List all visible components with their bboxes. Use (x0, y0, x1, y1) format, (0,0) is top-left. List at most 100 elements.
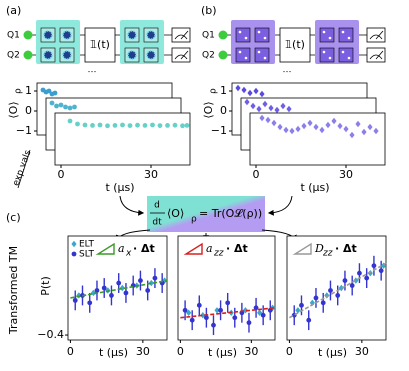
data-point (253, 87, 259, 95)
gate (338, 47, 354, 63)
x-tick-label: 30 (244, 345, 258, 358)
qubit-label: Q2 (202, 51, 215, 61)
qubit-dot (218, 50, 228, 60)
data-point (225, 300, 231, 306)
data-point (265, 116, 271, 124)
gate-gear (127, 50, 137, 60)
qubit-dot (23, 30, 33, 40)
data-point (157, 123, 163, 128)
data-point (72, 297, 78, 303)
equation-lhs: ⟨O⟩ (167, 207, 184, 220)
data-point (211, 322, 216, 328)
data-point (242, 307, 249, 314)
data-point (182, 307, 188, 313)
identity-label: 𝟙(t) (285, 38, 305, 51)
data-point (63, 104, 68, 110)
slope-icon (183, 242, 203, 255)
gate-pip (322, 50, 326, 54)
data-point (116, 280, 122, 286)
y-tick-label: −1 (16, 124, 32, 137)
identity-label: 𝟙(t) (90, 38, 110, 51)
fit-line (70, 279, 168, 299)
data-point (58, 102, 64, 108)
gate-pip (263, 56, 267, 60)
equation-rhs: = Tr(O𝓛(ρ)) (199, 207, 262, 220)
data-point (120, 122, 125, 128)
x-axis-label: t (μs) (99, 346, 128, 359)
data-point (186, 309, 192, 316)
identity-gate (279, 27, 311, 63)
gate-pip (328, 56, 332, 60)
data-point (324, 292, 330, 299)
arrow (267, 195, 293, 216)
data-point (165, 123, 170, 128)
data-point (349, 283, 355, 288)
depth-label: exp.vals (11, 149, 33, 188)
gate-pip (238, 50, 242, 54)
data-point (246, 320, 252, 326)
data-point (97, 122, 103, 128)
gate (338, 27, 354, 43)
data-point (203, 315, 209, 321)
qubit-label: Q1 (202, 31, 215, 41)
data-point (307, 119, 313, 127)
x-axis-label: t (μs) (318, 346, 347, 359)
gate-pip (347, 36, 351, 40)
data-point (138, 278, 143, 283)
qubit-dot (218, 30, 228, 40)
gate (254, 47, 270, 63)
data-point (313, 123, 319, 131)
data-point (90, 123, 95, 128)
data-point (371, 263, 377, 269)
y-tick-label: −0.4 (37, 328, 64, 341)
data-point (82, 122, 88, 128)
annotation-sub: x (125, 249, 132, 259)
qubit-label: Q1 (7, 31, 20, 41)
x-axis-label: t (μs) (208, 346, 237, 359)
data-point (75, 121, 80, 127)
data-point (262, 100, 268, 108)
data-point (367, 123, 373, 131)
panel-label: (b) (201, 4, 217, 17)
gate-pip (328, 36, 332, 40)
gate-gear (43, 30, 53, 40)
data-point (342, 278, 348, 283)
x-tick-label: 30 (144, 168, 158, 181)
data-point (46, 88, 52, 94)
annotation-symbol: a (118, 242, 125, 255)
y-axis-label: P(t) (39, 276, 52, 296)
data-point (280, 102, 286, 110)
annotation-suffix: · Δt (133, 242, 155, 255)
gate-gear (146, 50, 156, 60)
data-point (328, 288, 333, 293)
data-point (306, 317, 312, 323)
equation-denominator: dt (152, 218, 162, 228)
legend-label: SLT (79, 250, 94, 260)
fit-line (289, 262, 387, 319)
data-point (142, 123, 148, 128)
gate-pip (322, 30, 326, 34)
gate-pip (263, 36, 267, 40)
data-point (289, 127, 295, 135)
gate-pip (347, 56, 351, 60)
x-tick-label: 30 (355, 345, 369, 358)
data-point (244, 98, 250, 106)
data-point (72, 104, 77, 110)
data-point (259, 90, 265, 98)
ellipsis: ⋯ (88, 68, 97, 78)
gate-pip (257, 50, 261, 54)
gate-pip (238, 30, 242, 34)
data-point (235, 84, 241, 92)
data-point (101, 285, 107, 291)
plot-frame (54, 112, 191, 166)
data-point (67, 118, 73, 124)
annotation-sub: zz (322, 249, 333, 259)
data-point (267, 307, 273, 313)
data-point (52, 90, 58, 96)
data-point (105, 123, 110, 129)
equation-box (147, 196, 265, 232)
gate-gear (127, 30, 137, 40)
data-point (361, 128, 367, 136)
panel-label: (a) (6, 4, 21, 17)
